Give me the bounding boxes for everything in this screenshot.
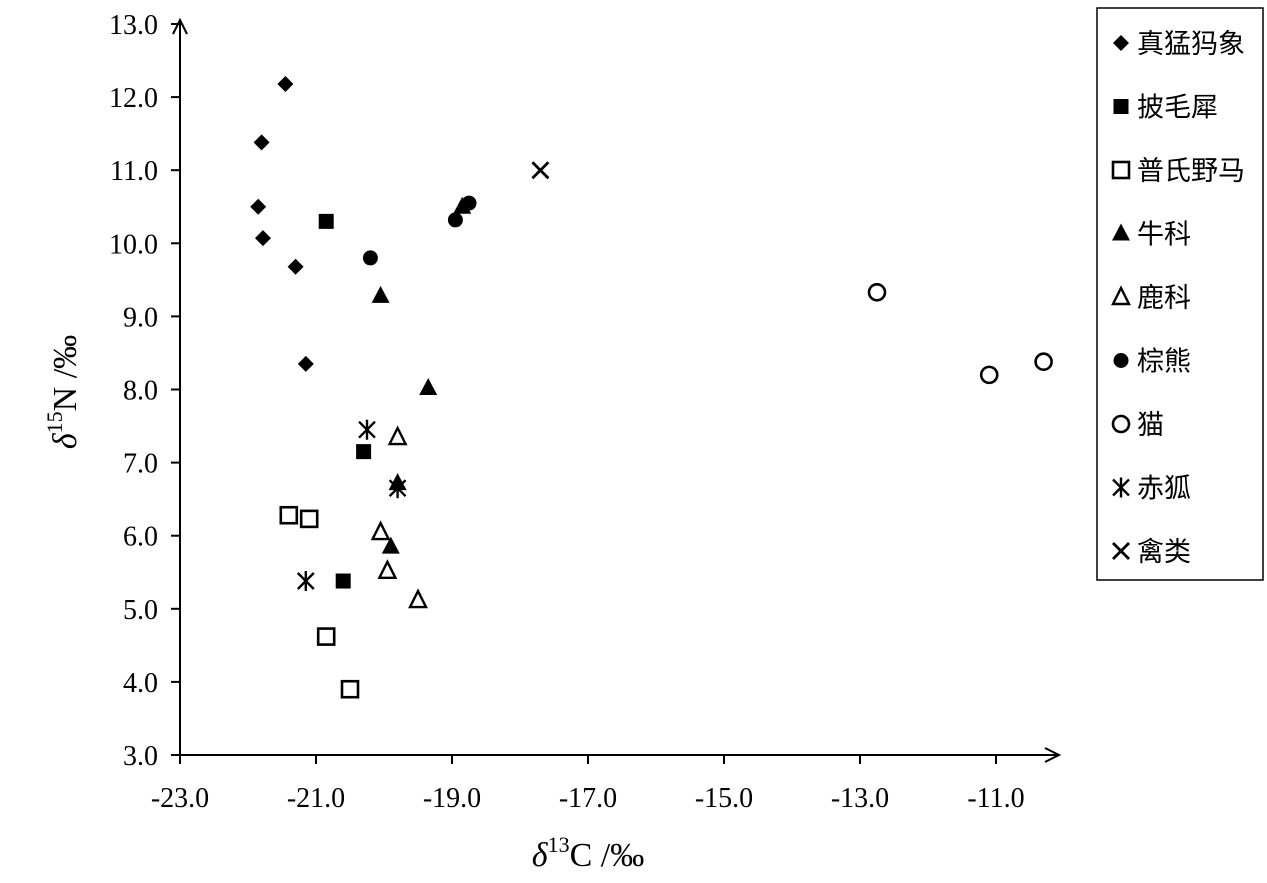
legend-marker: [1112, 477, 1130, 498]
x-axis-label-symbol: δ: [532, 837, 549, 874]
data-point: [1034, 352, 1053, 372]
data-point: [381, 536, 400, 554]
legend-marker: [1112, 223, 1130, 241]
y-tick-label: 11.0: [110, 156, 158, 187]
y-axis-label: δ15N /‰: [42, 335, 84, 449]
x-axis-label: δ13C /‰: [532, 832, 644, 874]
data-point: [979, 365, 999, 385]
y-tick-label: 12.0: [109, 83, 158, 114]
data-point: [250, 198, 267, 215]
data-point: [531, 161, 550, 180]
data-point: [254, 230, 271, 247]
y-tick-label: 13.0: [109, 10, 158, 41]
legend-label: 披毛犀: [1137, 93, 1218, 124]
legend-marker: [1113, 35, 1129, 51]
data-point: [461, 195, 477, 211]
data-point: [318, 213, 334, 229]
data-point: [370, 520, 391, 541]
data-point: [279, 505, 299, 525]
y-axis-label-sup: 15: [42, 411, 67, 433]
y-tick-label: 3.0: [123, 741, 158, 772]
x-axis-label-rest: C /‰: [570, 837, 645, 874]
data-point: [419, 378, 438, 396]
y-axis-arrow: [172, 17, 188, 35]
data-point: [377, 559, 398, 579]
data-point: [867, 282, 887, 302]
legend-label: 禽类: [1137, 537, 1191, 568]
x-tick-label: -15.0: [695, 783, 753, 814]
x-axis-label-sup: 13: [548, 832, 570, 857]
y-tick-label: 9.0: [123, 302, 158, 333]
y-axis-ticks: 3.0 4.0 5.0 6.0 7.0 8.0 9.0 10.0 11.0 12.0 13.0: [109, 10, 180, 772]
data-point: [299, 509, 319, 529]
legend-marker: [1111, 414, 1131, 434]
axes: [172, 17, 1062, 763]
data-point: [277, 75, 294, 92]
y-tick-label: 5.0: [123, 595, 158, 626]
y-tick-label: 10.0: [109, 229, 158, 260]
x-tick-label: -23.0: [151, 783, 209, 814]
legend-label: 普氏野马: [1137, 156, 1245, 187]
data-point: [447, 212, 463, 228]
data-point: [371, 285, 390, 303]
data-points: [250, 75, 1053, 699]
legend-label: 棕熊: [1137, 347, 1191, 378]
data-point: [408, 588, 428, 609]
data-point: [358, 419, 376, 440]
legend-marker: [1111, 160, 1131, 180]
data-point: [297, 355, 314, 372]
legend-marker: [1112, 542, 1130, 560]
legend-label: 鹿科: [1137, 283, 1191, 314]
legend-marker: [1111, 285, 1131, 306]
x-tick-label: -19.0: [423, 783, 481, 814]
data-point: [362, 250, 378, 266]
y-tick-label: 6.0: [123, 522, 158, 553]
data-point: [253, 134, 270, 151]
legend-label: 真猛犸象: [1137, 29, 1245, 60]
data-point: [287, 258, 304, 275]
y-tick-label: 4.0: [123, 668, 158, 699]
y-tick-label: 8.0: [123, 376, 158, 407]
x-tick-label: -17.0: [559, 783, 617, 814]
x-axis-arrow: [1044, 747, 1062, 763]
data-point: [335, 573, 351, 589]
legend-label: 猫: [1137, 410, 1164, 441]
legend-marker: [1113, 353, 1129, 368]
data-point: [356, 444, 372, 460]
x-axis-ticks: -23.0 -21.0 -19.0 -17.0 -15.0 -13.0 -11.0: [151, 755, 1025, 814]
y-axis-label-rest: N /‰: [47, 335, 84, 412]
data-point: [388, 478, 407, 499]
y-tick-label: 7.0: [123, 449, 158, 480]
x-tick-label: -13.0: [831, 783, 889, 814]
x-tick-label: -11.0: [967, 783, 1024, 814]
x-tick-label: -21.0: [287, 783, 345, 814]
legend-label: 牛科: [1137, 220, 1191, 251]
y-axis-label-symbol: δ: [47, 432, 84, 449]
data-point: [296, 571, 315, 592]
data-point: [387, 425, 408, 446]
data-point: [340, 679, 360, 699]
legend-marker: [1113, 99, 1129, 114]
legend-label: 赤狐: [1137, 474, 1191, 505]
data-point: [316, 627, 336, 646]
